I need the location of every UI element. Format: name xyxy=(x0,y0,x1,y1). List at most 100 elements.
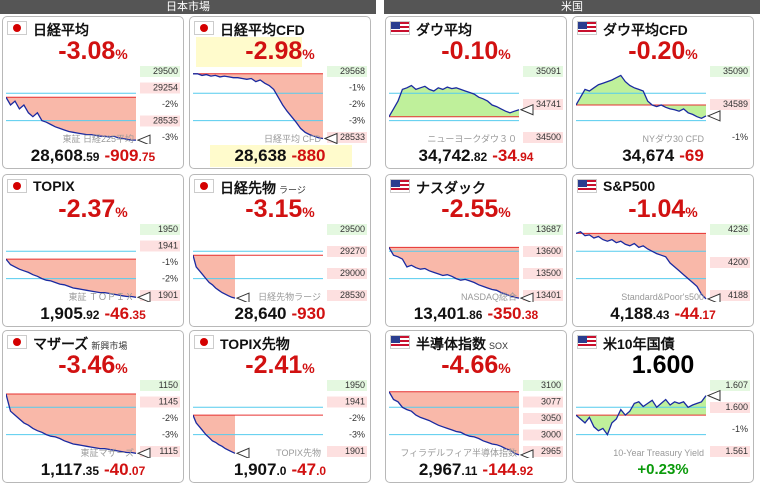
mini-chart: 東証マザーズ 1150 1145 -2% -3% 1115 xyxy=(6,380,180,458)
card-title-bar: S&P500 xyxy=(573,175,753,199)
market-card[interactable]: 日経平均 -3.08% 東証 日経225平均 29500 29254 -2% 28535 -3… xyxy=(2,16,184,169)
chart-area xyxy=(193,73,323,139)
price-decimal: .35 xyxy=(82,464,100,478)
axis-label-bg xyxy=(327,132,367,143)
current-price-marker-icon xyxy=(323,132,338,144)
axis-label-bg xyxy=(140,82,180,94)
axis-label: 1115 xyxy=(159,446,178,456)
change-decimal: .92 xyxy=(516,464,534,478)
chart-area xyxy=(576,75,706,119)
axis-label: 3077 xyxy=(541,397,561,407)
market-card[interactable]: 日経先物 ラージ -3.15% 日経先物ラージ 29500 29270 29000 28530… xyxy=(189,174,371,327)
mini-chart: 10-Year Treasury Yield 1.607 1.600 -1% 1.561 xyxy=(576,380,750,458)
price-value: 28,638 xyxy=(234,146,287,165)
axis-label: 4236 xyxy=(728,224,748,234)
axis-label-bg xyxy=(710,402,750,413)
card-title: ダウ平均 xyxy=(416,20,472,40)
axis-label: 28535 xyxy=(153,116,178,126)
price-line xyxy=(389,247,520,299)
change-percent: -3.15% xyxy=(190,196,370,225)
section-us-header: 米国 xyxy=(384,0,760,14)
market-card[interactable]: ダウ平均CFD -0.20% NYダウ30 CFD 35090 34589 -1% 34,6… xyxy=(572,16,754,169)
card-title: 日経先物 ラージ xyxy=(220,178,306,198)
axis-label-bg xyxy=(710,66,750,77)
axis-label: -1% xyxy=(349,83,365,93)
change-percent-value: -1.04 xyxy=(628,195,686,223)
chart-area xyxy=(193,255,235,299)
price-footer: 2,967.11 -144.92 xyxy=(386,459,566,481)
chart-watermark: 東証 日経225平均 xyxy=(62,133,134,144)
change-percent-value: -3.15 xyxy=(245,195,303,223)
market-card[interactable]: TOPIX -2.37% 東証 ＴＯＰＩＸ 1950 1941 -1% -2% 1901 1,9… xyxy=(2,174,184,327)
market-card[interactable]: ダウ平均 -0.10% ニューヨークダウ３０ 35091 34741 34500 34,74… xyxy=(385,16,567,169)
current-price-marker-icon xyxy=(519,292,534,302)
us-flag-icon xyxy=(390,21,410,35)
change-value: -350 xyxy=(487,304,522,323)
market-card[interactable]: 日経平均CFD -2.98% 日経平均 CFD 29568 -1% -2% -3% 28533… xyxy=(189,16,371,169)
axis-label: -2% xyxy=(162,413,178,423)
current-price-marker-icon xyxy=(235,447,250,458)
change-decimal: .75 xyxy=(138,150,156,164)
card-title-text: 半導体指数 xyxy=(416,336,486,352)
card-title: 半導体指数 SOX xyxy=(416,334,508,354)
card-title: ナスダック xyxy=(416,178,486,198)
japan-flag-icon xyxy=(7,21,27,35)
us-flag-icon xyxy=(390,335,410,349)
section-japan-header: 日本市場 xyxy=(0,0,376,14)
axis-label-bg xyxy=(327,268,367,279)
price-footer: 1,117.35 -40.07 xyxy=(3,459,183,481)
axis-label-bg xyxy=(327,380,367,391)
axis-label: 34500 xyxy=(536,132,561,142)
current-price-marker-icon xyxy=(519,449,534,458)
market-card[interactable]: TOPIX先物 -2.41% TOPIX先物 1950 1941 -2% -3% 1901 1,… xyxy=(189,330,371,483)
price-decimal: .82 xyxy=(470,150,488,164)
card-title-bar: マザーズ 新興市場 xyxy=(3,331,183,355)
market-card[interactable]: ナスダック -2.55% NASDAQ総合 13687 13600 13500 13401 1… xyxy=(385,174,567,327)
percent-sign: % xyxy=(685,204,698,220)
axis-label: -1% xyxy=(732,132,748,142)
change-decimal: .0 xyxy=(316,464,327,478)
axis-label-bg xyxy=(140,380,180,391)
price-footer: 4,188.43 -44.17 xyxy=(573,303,753,325)
axis-label: 3000 xyxy=(541,430,561,440)
yield-change: +0.23% xyxy=(637,461,689,478)
price-value: 34,674 xyxy=(622,146,675,165)
axis-label: 1941 xyxy=(158,241,178,251)
price-line xyxy=(193,414,236,454)
change-percent-value: -4.66 xyxy=(441,351,499,379)
axis-label-bg xyxy=(140,240,180,252)
change-value: -909 xyxy=(104,146,139,165)
axis-label: 2965 xyxy=(541,446,561,456)
axis-label-bg xyxy=(523,66,563,77)
percent-sign: % xyxy=(115,360,128,376)
price-line xyxy=(576,74,707,120)
current-price-marker-icon xyxy=(519,103,534,116)
axis-label-bg xyxy=(140,396,180,408)
card-title: S&P500 xyxy=(603,178,655,194)
card-title-text: ダウ平均CFD xyxy=(603,22,688,38)
axis-label-bg xyxy=(523,413,563,424)
chart-area xyxy=(6,394,136,454)
price-line xyxy=(193,255,236,299)
card-title: 日経平均 xyxy=(33,20,89,40)
axis-label-bg xyxy=(523,446,563,457)
card-subtitle: ラージ xyxy=(279,185,306,195)
market-card[interactable]: 米10年国債 1.600 10-Year Treasury Yield 1.607 1.… xyxy=(572,330,754,483)
footer-highlight xyxy=(210,145,352,167)
axis-label: 13500 xyxy=(536,268,561,278)
axis-label: -1% xyxy=(732,424,748,434)
card-title-text: ナスダック xyxy=(416,180,486,196)
chart-watermark: NASDAQ総合 xyxy=(461,291,517,302)
price-value: 28,640 xyxy=(234,304,287,323)
axis-label: 1150 xyxy=(159,380,178,390)
change-percent: -3.08% xyxy=(3,38,183,67)
market-card[interactable]: S&P500 -1.04% Standard&Poor's500 4236 4200 41… xyxy=(572,174,754,327)
market-card[interactable]: マザーズ 新興市場 -3.46% 東証マザーズ 1150 1145 -2% -3% 1115 1,… xyxy=(2,330,184,483)
card-title-bar: ダウ平均 xyxy=(386,17,566,41)
change-value: -880 xyxy=(291,146,326,165)
card-title-bar: 日経平均 xyxy=(3,17,183,41)
axis-label-bg xyxy=(523,429,563,441)
change-percent-value: 1.600 xyxy=(631,351,695,379)
market-card[interactable]: 半導体指数 SOX -4.66% フィラデルフィア半導体指数 3100 3077 3050 3… xyxy=(385,330,567,483)
axis-label: 1145 xyxy=(159,397,178,407)
